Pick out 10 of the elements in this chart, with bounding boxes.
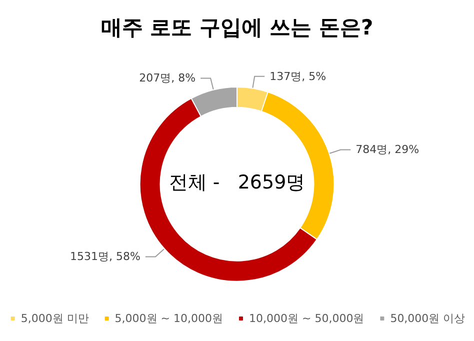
data-label: 784명, 29%	[356, 143, 420, 156]
legend-label: 5,000원 ~ 10,000원	[114, 312, 224, 325]
data-label: 137명, 5%	[270, 70, 326, 83]
data-label: 207명, 8%	[139, 72, 196, 85]
chart-title: 매주 로또 구입에 쓰는 돈은?	[100, 16, 374, 40]
text: 전체 - 2659명	[168, 172, 306, 194]
legend-label: 50,000원 이상	[390, 312, 466, 325]
legend-label: 10,000원 ~ 50,000원	[249, 312, 364, 325]
data-label: 1531명, 58%	[70, 250, 140, 264]
legend-label: 5,000원 미만	[20, 312, 89, 325]
